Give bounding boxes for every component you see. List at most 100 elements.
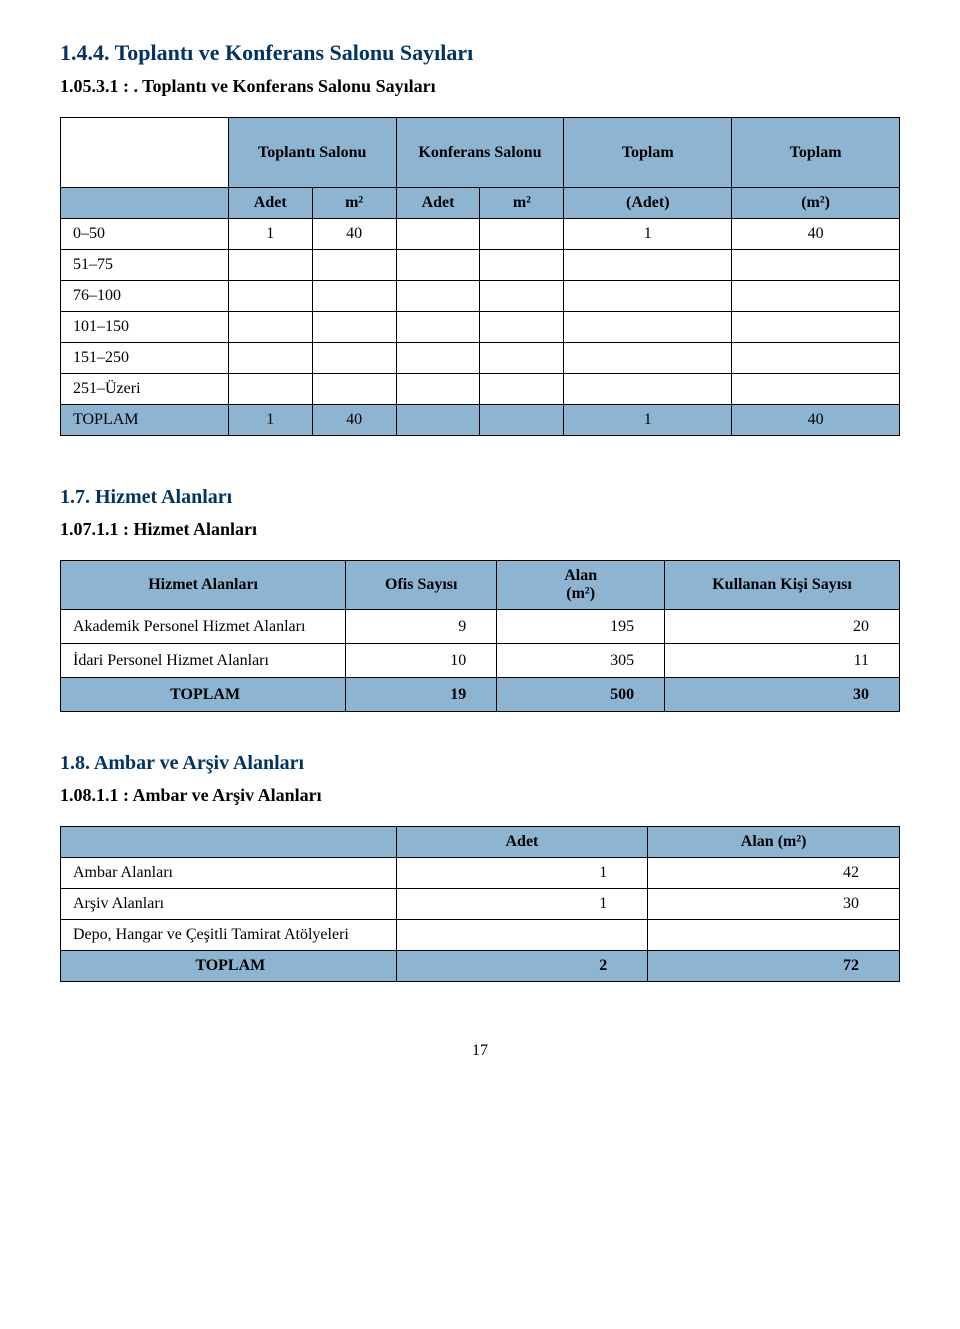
cell (480, 312, 564, 343)
row-label: 251–Üzeri (61, 374, 229, 405)
table-total-row: TOPLAM 19 500 30 (61, 678, 900, 712)
col-head-ofis: Ofis Sayısı (346, 561, 497, 610)
cell (732, 250, 900, 281)
section-title-18: 1.8. Ambar ve Arşiv Alanları (60, 752, 900, 775)
cell (480, 281, 564, 312)
cell (228, 250, 312, 281)
cell (732, 374, 900, 405)
cell: 500 (497, 678, 665, 712)
col-head-toplam-adet: Toplam (564, 118, 732, 188)
cell (480, 219, 564, 250)
cell: 1 (564, 405, 732, 436)
table-row: 76–100 (61, 281, 900, 312)
table-row: Akademik Personel Hizmet Alanları 9 195 … (61, 610, 900, 644)
table-row: Toplantı Salonu Konferans Salonu Toplam … (61, 118, 900, 188)
cell: 42 (648, 858, 900, 889)
cell: 72 (648, 951, 900, 982)
total-label: TOPLAM (61, 678, 346, 712)
sub-head-adet2: Adet (396, 188, 480, 219)
cell: 1 (228, 405, 312, 436)
table-total-row: TOPLAM 1 40 1 40 (61, 405, 900, 436)
row-label: 51–75 (61, 250, 229, 281)
row-label: 151–250 (61, 343, 229, 374)
cell (228, 281, 312, 312)
table-row: 251–Üzeri (61, 374, 900, 405)
cell: 10 (346, 644, 497, 678)
col-head-kisi: Kullanan Kişi Sayısı (665, 561, 900, 610)
cell (396, 374, 480, 405)
cell (312, 374, 396, 405)
table-row: İdari Personel Hizmet Alanları 10 305 11 (61, 644, 900, 678)
cell (312, 343, 396, 374)
sub-head-adet1: Adet (228, 188, 312, 219)
cell (396, 405, 480, 436)
cell (732, 343, 900, 374)
table-total-row: TOPLAM 2 72 (61, 951, 900, 982)
cell: 11 (665, 644, 900, 678)
cell: 1 (396, 889, 648, 920)
table-row: Adet m² Adet m² (Adet) (m²) (61, 188, 900, 219)
cell (312, 281, 396, 312)
cell (480, 343, 564, 374)
section-subtitle-18: 1.08.1.1 : Ambar ve Arşiv Alanları (60, 785, 900, 806)
cell: 30 (665, 678, 900, 712)
cell (396, 250, 480, 281)
cell (396, 312, 480, 343)
cell (396, 343, 480, 374)
table-row: Adet Alan (m²) (61, 827, 900, 858)
sub-head-adet-tot: (Adet) (564, 188, 732, 219)
col-head-alan: Alan (m²) (497, 561, 665, 610)
section-title-144: 1.4.4. Toplantı ve Konferans Salonu Sayı… (60, 40, 900, 66)
cell (732, 312, 900, 343)
cell: 20 (665, 610, 900, 644)
blank-header-cell (61, 118, 229, 188)
blank-sub-cell (61, 188, 229, 219)
col-head-hizmet: Hizmet Alanları (61, 561, 346, 610)
cell: 19 (346, 678, 497, 712)
meeting-room-table: Toplantı Salonu Konferans Salonu Toplam … (60, 117, 900, 436)
cell (228, 343, 312, 374)
page-number: 17 (60, 1042, 900, 1060)
col-head-alan: Alan (m²) (648, 827, 900, 858)
cell: 30 (648, 889, 900, 920)
blank-header-cell (61, 827, 397, 858)
row-label: 76–100 (61, 281, 229, 312)
table-row: 151–250 (61, 343, 900, 374)
total-label: TOPLAM (61, 405, 229, 436)
col-head-konferans: Konferans Salonu (396, 118, 564, 188)
cell (480, 405, 564, 436)
cell: 305 (497, 644, 665, 678)
cell: 2 (396, 951, 648, 982)
row-label: Akademik Personel Hizmet Alanları (61, 610, 346, 644)
section-title-17: 1.7. Hizmet Alanları (60, 486, 900, 509)
cell (564, 312, 732, 343)
sub-head-m2-2: m² (480, 188, 564, 219)
col-head-adet: Adet (396, 827, 648, 858)
col-head-toplanti: Toplantı Salonu (228, 118, 396, 188)
row-label: Arşiv Alanları (61, 889, 397, 920)
section-subtitle-144: 1.05.3.1 : . Toplantı ve Konferans Salon… (60, 76, 900, 97)
cell: 40 (732, 219, 900, 250)
cell (480, 250, 564, 281)
cell: 1 (396, 858, 648, 889)
cell (396, 281, 480, 312)
cell (396, 920, 648, 951)
table-row: Hizmet Alanları Ofis Sayısı Alan (m²) Ku… (61, 561, 900, 610)
cell (228, 374, 312, 405)
section-subtitle-17: 1.07.1.1 : Hizmet Alanları (60, 519, 900, 540)
cell: 1 (228, 219, 312, 250)
cell: 9 (346, 610, 497, 644)
table-row: 51–75 (61, 250, 900, 281)
row-label: Depo, Hangar ve Çeşitli Tamirat Atölyele… (61, 920, 397, 951)
total-label: TOPLAM (61, 951, 397, 982)
cell (564, 343, 732, 374)
table-row: 101–150 (61, 312, 900, 343)
cell (564, 250, 732, 281)
row-label: Ambar Alanları (61, 858, 397, 889)
cell: 195 (497, 610, 665, 644)
table-row: Ambar Alanları 1 42 (61, 858, 900, 889)
cell (312, 250, 396, 281)
cell (228, 312, 312, 343)
table-row: Arşiv Alanları 1 30 (61, 889, 900, 920)
col-head-toplam-m2: Toplam (732, 118, 900, 188)
